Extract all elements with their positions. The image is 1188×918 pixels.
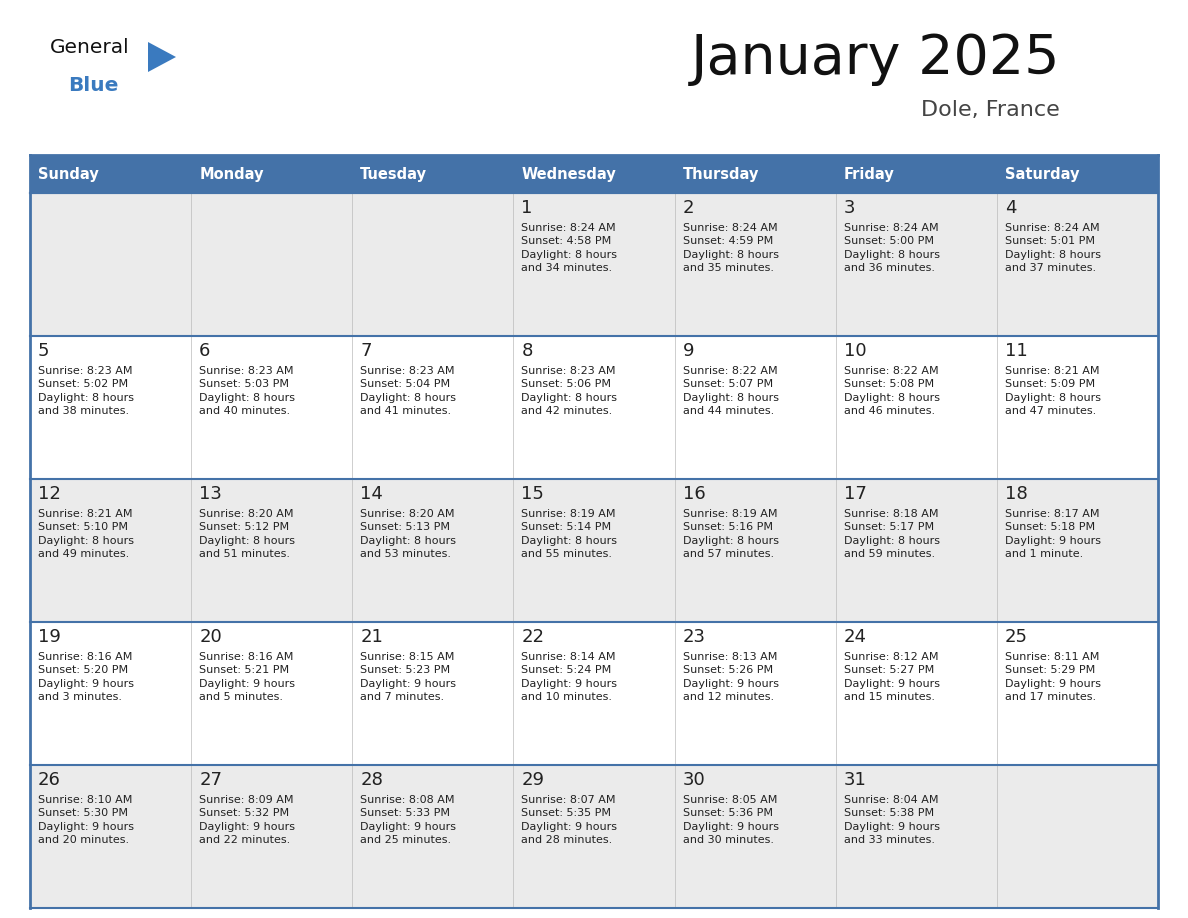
Text: Sunrise: 8:23 AM
Sunset: 5:02 PM
Daylight: 8 hours
and 38 minutes.: Sunrise: 8:23 AM Sunset: 5:02 PM Dayligh… [38,366,134,416]
Text: 8: 8 [522,342,532,360]
Text: 29: 29 [522,771,544,789]
Text: 13: 13 [200,485,222,503]
Text: Sunrise: 8:19 AM
Sunset: 5:16 PM
Daylight: 8 hours
and 57 minutes.: Sunrise: 8:19 AM Sunset: 5:16 PM Dayligh… [683,509,778,559]
Text: Thursday: Thursday [683,166,759,182]
Text: 22: 22 [522,628,544,646]
Text: 25: 25 [1005,628,1028,646]
Text: 24: 24 [843,628,867,646]
Bar [30,155,1158,193]
Text: 30: 30 [683,771,706,789]
Text: 17: 17 [843,485,866,503]
Text: Sunrise: 8:23 AM
Sunset: 5:06 PM
Daylight: 8 hours
and 42 minutes.: Sunrise: 8:23 AM Sunset: 5:06 PM Dayligh… [522,366,618,416]
Text: 21: 21 [360,628,384,646]
Text: 19: 19 [38,628,61,646]
Text: 1: 1 [522,199,532,217]
Text: Sunrise: 8:22 AM
Sunset: 5:08 PM
Daylight: 8 hours
and 46 minutes.: Sunrise: 8:22 AM Sunset: 5:08 PM Dayligh… [843,366,940,416]
Text: 9: 9 [683,342,694,360]
Text: 2: 2 [683,199,694,217]
Text: Sunrise: 8:10 AM
Sunset: 5:30 PM
Daylight: 9 hours
and 20 minutes.: Sunrise: 8:10 AM Sunset: 5:30 PM Dayligh… [38,795,134,845]
Text: Tuesday: Tuesday [360,166,428,182]
Text: Sunrise: 8:14 AM
Sunset: 5:24 PM
Daylight: 9 hours
and 10 minutes.: Sunrise: 8:14 AM Sunset: 5:24 PM Dayligh… [522,652,618,702]
Text: Sunrise: 8:20 AM
Sunset: 5:13 PM
Daylight: 8 hours
and 53 minutes.: Sunrise: 8:20 AM Sunset: 5:13 PM Dayligh… [360,509,456,559]
Text: Saturday: Saturday [1005,166,1080,182]
Text: 6: 6 [200,342,210,360]
Text: Sunrise: 8:19 AM
Sunset: 5:14 PM
Daylight: 8 hours
and 55 minutes.: Sunrise: 8:19 AM Sunset: 5:14 PM Dayligh… [522,509,618,559]
Text: 20: 20 [200,628,222,646]
Text: Sunrise: 8:23 AM
Sunset: 5:04 PM
Daylight: 8 hours
and 41 minutes.: Sunrise: 8:23 AM Sunset: 5:04 PM Dayligh… [360,366,456,416]
Text: Sunrise: 8:05 AM
Sunset: 5:36 PM
Daylight: 9 hours
and 30 minutes.: Sunrise: 8:05 AM Sunset: 5:36 PM Dayligh… [683,795,778,845]
Text: 4: 4 [1005,199,1017,217]
Text: 15: 15 [522,485,544,503]
Text: 10: 10 [843,342,866,360]
Text: Sunrise: 8:04 AM
Sunset: 5:38 PM
Daylight: 9 hours
and 33 minutes.: Sunrise: 8:04 AM Sunset: 5:38 PM Dayligh… [843,795,940,845]
Text: Sunrise: 8:21 AM
Sunset: 5:10 PM
Daylight: 8 hours
and 49 minutes.: Sunrise: 8:21 AM Sunset: 5:10 PM Dayligh… [38,509,134,559]
Text: Sunrise: 8:17 AM
Sunset: 5:18 PM
Daylight: 9 hours
and 1 minute.: Sunrise: 8:17 AM Sunset: 5:18 PM Dayligh… [1005,509,1101,559]
Text: 5: 5 [38,342,50,360]
Text: Sunrise: 8:13 AM
Sunset: 5:26 PM
Daylight: 9 hours
and 12 minutes.: Sunrise: 8:13 AM Sunset: 5:26 PM Dayligh… [683,652,778,702]
Text: 14: 14 [360,485,384,503]
Bar [30,622,1158,765]
Text: Sunrise: 8:15 AM
Sunset: 5:23 PM
Daylight: 9 hours
and 7 minutes.: Sunrise: 8:15 AM Sunset: 5:23 PM Dayligh… [360,652,456,702]
Bar [30,193,1158,336]
Text: Blue: Blue [68,76,119,95]
Text: 31: 31 [843,771,866,789]
Text: 18: 18 [1005,485,1028,503]
Bar [30,479,1158,622]
Text: Dole, France: Dole, France [921,100,1060,120]
Text: General: General [50,38,129,57]
Text: 28: 28 [360,771,384,789]
Text: 11: 11 [1005,342,1028,360]
Text: 3: 3 [843,199,855,217]
Text: Sunrise: 8:20 AM
Sunset: 5:12 PM
Daylight: 8 hours
and 51 minutes.: Sunrise: 8:20 AM Sunset: 5:12 PM Dayligh… [200,509,295,559]
Text: Monday: Monday [200,166,264,182]
Text: Sunrise: 8:09 AM
Sunset: 5:32 PM
Daylight: 9 hours
and 22 minutes.: Sunrise: 8:09 AM Sunset: 5:32 PM Dayligh… [200,795,295,845]
Text: Sunrise: 8:16 AM
Sunset: 5:21 PM
Daylight: 9 hours
and 5 minutes.: Sunrise: 8:16 AM Sunset: 5:21 PM Dayligh… [200,652,295,702]
Text: Sunrise: 8:24 AM
Sunset: 5:00 PM
Daylight: 8 hours
and 36 minutes.: Sunrise: 8:24 AM Sunset: 5:00 PM Dayligh… [843,223,940,273]
Text: Sunrise: 8:24 AM
Sunset: 5:01 PM
Daylight: 8 hours
and 37 minutes.: Sunrise: 8:24 AM Sunset: 5:01 PM Dayligh… [1005,223,1101,273]
Text: Sunrise: 8:12 AM
Sunset: 5:27 PM
Daylight: 9 hours
and 15 minutes.: Sunrise: 8:12 AM Sunset: 5:27 PM Dayligh… [843,652,940,702]
Text: Sunrise: 8:24 AM
Sunset: 4:59 PM
Daylight: 8 hours
and 35 minutes.: Sunrise: 8:24 AM Sunset: 4:59 PM Dayligh… [683,223,778,273]
Bar [30,336,1158,479]
Text: Sunrise: 8:23 AM
Sunset: 5:03 PM
Daylight: 8 hours
and 40 minutes.: Sunrise: 8:23 AM Sunset: 5:03 PM Dayligh… [200,366,295,416]
Text: Sunrise: 8:18 AM
Sunset: 5:17 PM
Daylight: 8 hours
and 59 minutes.: Sunrise: 8:18 AM Sunset: 5:17 PM Dayligh… [843,509,940,559]
Text: Sunday: Sunday [38,166,99,182]
Text: 23: 23 [683,628,706,646]
Text: Sunrise: 8:22 AM
Sunset: 5:07 PM
Daylight: 8 hours
and 44 minutes.: Sunrise: 8:22 AM Sunset: 5:07 PM Dayligh… [683,366,778,416]
Text: 27: 27 [200,771,222,789]
Polygon shape [148,42,176,72]
Text: January 2025: January 2025 [690,32,1060,86]
Text: Friday: Friday [843,166,895,182]
Text: 16: 16 [683,485,706,503]
Text: Sunrise: 8:08 AM
Sunset: 5:33 PM
Daylight: 9 hours
and 25 minutes.: Sunrise: 8:08 AM Sunset: 5:33 PM Dayligh… [360,795,456,845]
Text: Wednesday: Wednesday [522,166,617,182]
Text: Sunrise: 8:21 AM
Sunset: 5:09 PM
Daylight: 8 hours
and 47 minutes.: Sunrise: 8:21 AM Sunset: 5:09 PM Dayligh… [1005,366,1101,416]
Text: Sunrise: 8:16 AM
Sunset: 5:20 PM
Daylight: 9 hours
and 3 minutes.: Sunrise: 8:16 AM Sunset: 5:20 PM Dayligh… [38,652,134,702]
Text: 26: 26 [38,771,61,789]
Text: Sunrise: 8:24 AM
Sunset: 4:58 PM
Daylight: 8 hours
and 34 minutes.: Sunrise: 8:24 AM Sunset: 4:58 PM Dayligh… [522,223,618,273]
Text: Sunrise: 8:11 AM
Sunset: 5:29 PM
Daylight: 9 hours
and 17 minutes.: Sunrise: 8:11 AM Sunset: 5:29 PM Dayligh… [1005,652,1101,702]
Bar [30,765,1158,908]
Text: 7: 7 [360,342,372,360]
Text: 12: 12 [38,485,61,503]
Text: Sunrise: 8:07 AM
Sunset: 5:35 PM
Daylight: 9 hours
and 28 minutes.: Sunrise: 8:07 AM Sunset: 5:35 PM Dayligh… [522,795,618,845]
